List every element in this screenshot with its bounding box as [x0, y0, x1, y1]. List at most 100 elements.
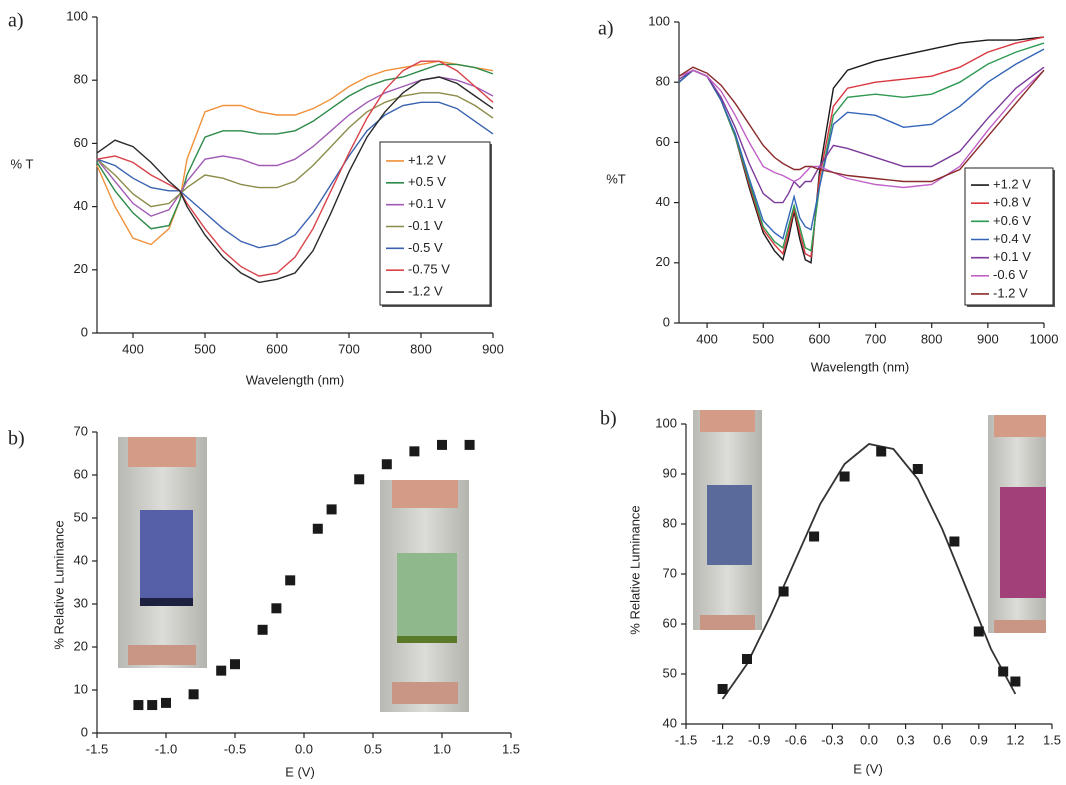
y-tick-label: 70 — [663, 565, 677, 580]
legend-label: -1.2 V — [993, 285, 1028, 300]
series-line — [96, 60, 494, 277]
x-tick-label: 800 — [410, 341, 432, 356]
legend-label: +1.2 V — [993, 177, 1031, 192]
fit-curve — [721, 443, 1017, 700]
y-axis-title: % Relative Luminance — [51, 520, 66, 649]
x-axis-title: E (V) — [853, 761, 883, 776]
legend-box — [379, 141, 491, 306]
x-tick-label: 600 — [266, 341, 288, 356]
y-tick-label: 70 — [74, 423, 88, 438]
legend-label: -1.2 V — [408, 284, 443, 299]
panel-label: b) — [600, 408, 617, 430]
legend-label: -0.5 V — [408, 240, 443, 255]
x-tick-label: 0.0 — [295, 741, 313, 756]
data-point — [230, 659, 240, 670]
data-point — [285, 575, 296, 586]
y-tick-label: 60 — [656, 134, 670, 149]
data-point — [381, 459, 392, 470]
data-point — [437, 439, 447, 450]
legend-label: -0.75 V — [408, 262, 450, 277]
x-tick-label: -1.0 — [155, 741, 177, 756]
data-point — [161, 697, 171, 708]
x-tick-label: -0.6 — [785, 732, 807, 747]
x-tick-label: 1.0 — [433, 741, 451, 756]
y-tick-label: 100 — [66, 8, 88, 23]
y-tick-label: 30 — [74, 595, 88, 610]
x-tick-label: -1.5 — [675, 732, 697, 747]
data-point — [1010, 676, 1021, 687]
legend-label: +0.4 V — [993, 231, 1031, 246]
data-point — [147, 700, 158, 711]
series-line — [678, 42, 1045, 252]
x-tick-label: -0.9 — [748, 732, 770, 747]
photo-blue-film — [118, 437, 207, 668]
x-tick-label: -0.5 — [224, 741, 246, 756]
x-tick-label: 600 — [809, 331, 831, 346]
y-tick-label: 50 — [663, 665, 677, 680]
series-line — [678, 69, 1045, 189]
data-point — [912, 464, 923, 474]
data-point — [998, 666, 1009, 677]
data-point — [133, 700, 144, 711]
y-tick-label: 0 — [81, 724, 88, 739]
y-tick-label: 50 — [74, 509, 88, 524]
series-line — [678, 48, 1045, 240]
data-point — [188, 689, 199, 700]
y-tick-label: 40 — [663, 715, 677, 730]
panel-label: b) — [8, 428, 25, 450]
series-line — [96, 101, 494, 249]
x-tick-label: -1.5 — [86, 741, 108, 756]
series-line — [678, 66, 1045, 183]
data-point — [216, 665, 227, 676]
y-tick-label: 20 — [74, 261, 88, 276]
legend-label: -0.6 V — [993, 267, 1028, 282]
x-tick-label: 0.6 — [933, 732, 951, 747]
x-tick-label: 1.5 — [502, 741, 520, 756]
x-tick-label: 900 — [482, 341, 504, 356]
x-tick-label: 700 — [865, 331, 887, 346]
y-tick-label: 80 — [663, 515, 677, 530]
data-point — [409, 446, 420, 457]
panel-label: a) — [598, 18, 614, 40]
y-tick-label: 80 — [656, 74, 670, 89]
x-tick-label: 0.9 — [970, 732, 988, 747]
series-line — [96, 92, 494, 208]
data-point — [312, 523, 323, 534]
photo-magenta-film — [988, 415, 1046, 633]
x-tick-label: 400 — [122, 341, 144, 356]
series-line — [96, 76, 494, 284]
y-axis-title: % Relative Luminance — [627, 505, 642, 634]
data-point — [973, 626, 984, 637]
x-axis-title: E (V) — [285, 764, 315, 779]
photo-blue-film — [693, 410, 762, 630]
x-tick-label: 800 — [921, 331, 943, 346]
x-tick-label: 500 — [194, 341, 216, 356]
legend-label: +0.1 V — [993, 249, 1031, 264]
series-line — [96, 60, 494, 246]
y-tick-label: 80 — [74, 72, 88, 87]
x-tick-label: 500 — [752, 331, 774, 346]
data-point — [257, 624, 268, 635]
x-tick-label: 0.5 — [364, 741, 382, 756]
y-tick-label: 10 — [74, 681, 88, 696]
x-tick-label: 0.3 — [897, 732, 915, 747]
y-tick-label: 40 — [74, 552, 88, 567]
x-tick-label: 1000 — [1030, 331, 1059, 346]
data-point — [839, 471, 850, 482]
legend-label: +0.6 V — [993, 213, 1031, 228]
x-tick-label: 1.5 — [1043, 732, 1061, 747]
photo-green-film — [380, 480, 469, 712]
data-point — [949, 536, 960, 547]
y-tick-label: 0 — [663, 314, 670, 329]
data-point — [778, 586, 789, 597]
series-line — [678, 66, 1045, 204]
y-tick-label: 60 — [74, 135, 88, 150]
legend-label: +0.1 V — [408, 196, 446, 211]
data-point — [354, 474, 365, 485]
x-tick-label: 1.2 — [1006, 732, 1024, 747]
legend-label: +0.5 V — [408, 174, 446, 189]
x-axis-title: Wavelength (nm) — [811, 359, 910, 374]
data-point — [271, 603, 282, 614]
legend-box — [964, 167, 1054, 306]
